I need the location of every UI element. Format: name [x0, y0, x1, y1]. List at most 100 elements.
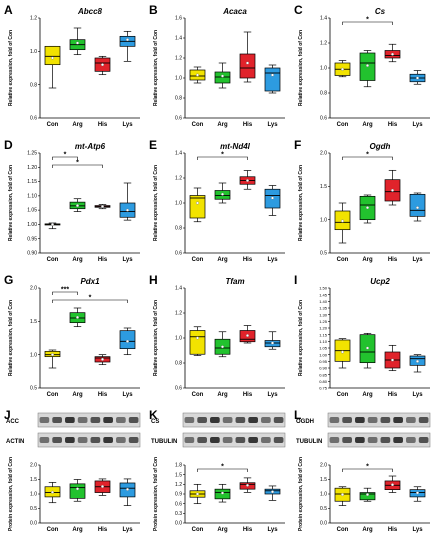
y-tick-label: 0.5: [30, 386, 37, 392]
box-arg: [214, 331, 231, 358]
significance-bracket: *: [342, 464, 393, 472]
x-tick-label: Arg: [217, 527, 228, 533]
bracket-line: [197, 468, 248, 472]
box-body: [359, 492, 376, 501]
blot-target-band: [116, 417, 126, 423]
box-arg: [214, 483, 231, 503]
blot-target-band: [406, 417, 416, 423]
blot-loading-band: [380, 437, 391, 443]
x-tick-label: His: [243, 122, 253, 128]
y-tick-label: 0.8: [320, 91, 327, 97]
x-tick-label: Con: [47, 392, 59, 398]
blot-target-label: OGDH: [296, 419, 314, 425]
x-tick-label: Lys: [122, 122, 133, 128]
mean-point: [366, 206, 369, 210]
y-tick-label: 1.4: [175, 286, 182, 292]
panel-letter: A: [4, 3, 13, 17]
x-tick-label: His: [243, 527, 253, 533]
y-tick-label: 1.5: [320, 184, 327, 190]
box-his: [384, 169, 401, 206]
panel-letter: F: [294, 138, 301, 152]
blot-loading-band: [52, 437, 62, 443]
y-tick-label: 1.6: [175, 16, 182, 22]
significance-label: *: [221, 152, 224, 159]
y-axis-label: Relative expression, fold of Con: [8, 300, 14, 376]
blot-target-strip: [37, 412, 141, 428]
box-his: [239, 31, 256, 83]
bracket-line: [342, 468, 393, 472]
y-axis-label: Protein expression, fold of Con: [298, 457, 304, 531]
x-tick-label: Lys: [267, 257, 278, 263]
x-tick-label: Arg: [362, 257, 373, 263]
significance-label: *: [366, 152, 369, 159]
x-tick-label: His: [98, 257, 108, 263]
bracket-line: [342, 156, 393, 160]
box-lys: [409, 70, 426, 85]
panel-h: H Tfam 0.6 0.8 1.0 1.2 1.4 Relative expression,…: [149, 273, 285, 398]
y-tick-label: 1.2: [175, 482, 182, 488]
significance-label: *: [89, 295, 92, 302]
x-tick-label: His: [98, 122, 108, 128]
y-tick-label: 1.00: [319, 352, 328, 357]
box-arg: [214, 62, 231, 89]
box-body: [189, 330, 206, 355]
y-tick-label: 0.6: [175, 251, 182, 257]
blot-target-band: [418, 417, 429, 423]
mean-point: [416, 206, 419, 210]
y-tick-label: 1.2: [175, 56, 182, 62]
mean-point: [391, 52, 394, 56]
panel-title: Cs: [375, 7, 386, 16]
y-tick-label: 0.5: [30, 506, 37, 512]
y-tick-label: 1.0: [30, 352, 37, 358]
y-tick-label: 1.0: [320, 492, 327, 498]
mean-point: [76, 315, 79, 319]
y-tick-label: 1.50: [319, 286, 328, 291]
mean-point: [101, 63, 104, 67]
y-tick-label: 1.25: [319, 319, 328, 324]
panel-letter: I: [294, 273, 297, 287]
x-tick-label: Con: [47, 527, 59, 533]
blot-target-band: [342, 417, 352, 423]
blot-loading-band: [235, 437, 246, 443]
blot-loading-label: TUBULIN: [296, 439, 322, 445]
box-con: [189, 187, 206, 223]
mean-point: [101, 357, 104, 361]
y-tick-label: 0.3: [175, 511, 182, 517]
blot-target-band: [77, 417, 88, 423]
blot-loading-band: [418, 437, 429, 443]
mean-point: [126, 339, 129, 343]
y-tick-label: 0.80: [319, 379, 328, 384]
mean-point: [391, 188, 394, 192]
box-con: [189, 326, 206, 356]
x-tick-label: Arg: [362, 392, 373, 398]
y-tick-label: 1.5: [175, 472, 182, 478]
panel-k: KCS TUBULIN 0.0 0.3 0.6 0.9 1.2 1.5 1.8 Protein e…: [149, 408, 286, 533]
panel-letter: D: [4, 138, 13, 152]
box-arg: [359, 332, 376, 369]
y-tick-label: 1.2: [175, 176, 182, 182]
mean-point: [416, 359, 419, 363]
x-tick-label: Con: [192, 527, 204, 533]
mean-point: [126, 38, 129, 42]
blot-target-band: [65, 417, 75, 423]
panel-letter: J: [4, 408, 11, 422]
y-tick-label: 0.6: [175, 501, 182, 507]
box-lys: [119, 182, 136, 221]
bracket-line: [52, 156, 78, 160]
y-tick-label: 0.6: [30, 116, 37, 122]
y-tick-label: 1.2: [320, 41, 327, 47]
x-tick-label: Arg: [217, 392, 228, 398]
box-con: [334, 486, 351, 506]
significance-label: ***: [61, 287, 69, 294]
blot-loading-band: [406, 437, 416, 443]
bracket-line: [197, 156, 248, 160]
x-tick-label: Con: [337, 527, 349, 533]
y-tick-label: 1.35: [319, 306, 328, 311]
blot-target-band: [90, 417, 101, 423]
panel-title: Ogdh: [370, 142, 391, 151]
mean-point: [221, 491, 224, 495]
mean-point: [76, 204, 79, 208]
mean-point: [391, 483, 394, 487]
significance-label: *: [366, 464, 369, 471]
y-tick-label: 1.0: [320, 66, 327, 72]
